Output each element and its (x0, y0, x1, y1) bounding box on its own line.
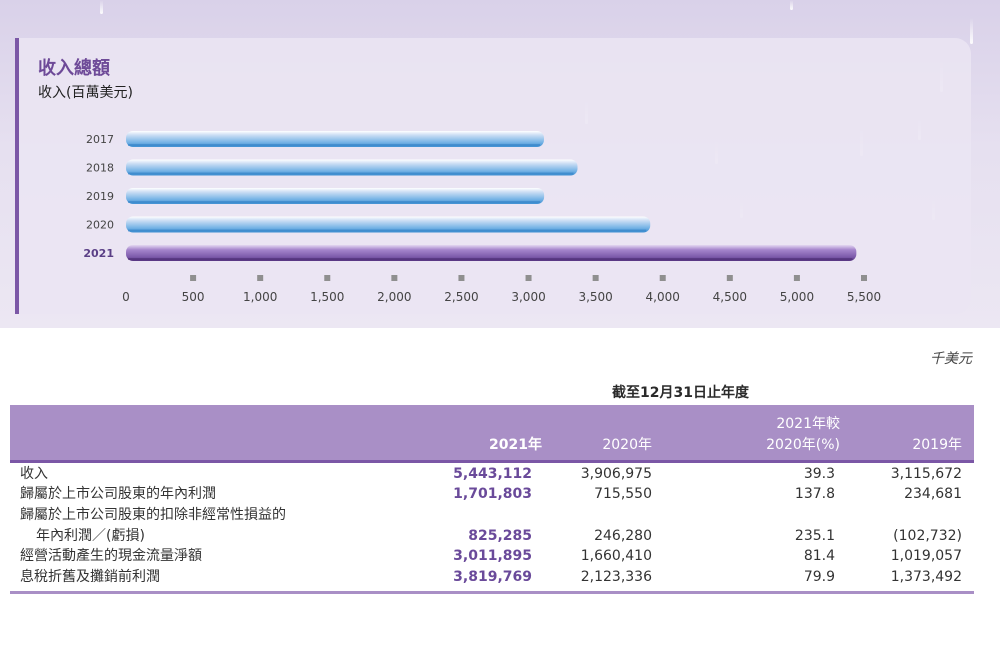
table-row-label-line1: 歸屬於上市公司股東的扣除非經常性損益的 (10, 505, 974, 525)
chart-title: 收入總額 (38, 58, 110, 79)
cell-2019: (102,732) (893, 528, 962, 544)
category-label-2021: 2021 (83, 247, 114, 260)
row-label: 收入 (20, 466, 48, 482)
period-header: 截至12月31日止年度 (612, 385, 749, 401)
bar-2019 (126, 188, 545, 204)
chart-panel: 收入總額 收入(百萬美元) 2017 2018 2019 2020 2021 0 500 1… (0, 0, 1000, 328)
tick-mark (525, 275, 532, 281)
tick-label: 1,500 (310, 290, 344, 304)
tick-label: 3,500 (578, 290, 612, 304)
cell-change: 39.3 (803, 466, 835, 482)
bar-shadow-2018 (128, 172, 574, 175)
cell-2019: 234,681 (904, 486, 962, 502)
cell-change: 235.1 (794, 528, 835, 544)
column-header-2020: 2020年 (602, 437, 652, 453)
cell-2020: 715,550 (594, 486, 652, 502)
cell-2019: 1,373,492 (890, 569, 962, 585)
bar-shadow-2019 (128, 201, 541, 203)
tick-mark (257, 275, 264, 281)
tick-label: 2,500 (444, 290, 478, 304)
tick-label: 0 (122, 290, 130, 304)
decorative-streak (970, 18, 973, 44)
revenue-bar-chart: 2017 2018 2019 2020 2021 0 500 1,000 1,500 2,000… (83, 131, 881, 304)
tick-label: 5,000 (780, 290, 814, 304)
tick-label: 5,500 (847, 290, 881, 304)
table-row: 息稅折舊及攤銷前利潤 3,819,769 2,123,336 79.9 1,37… (10, 567, 974, 587)
chart-card (15, 38, 971, 314)
row-label: 歸屬於上市公司股東的扣除非經常性損益的 (20, 507, 286, 523)
table-row: 收入 5,443,112 3,906,975 39.3 3,115,672 (10, 464, 974, 484)
cell-2020: 1,660,410 (580, 548, 652, 564)
cell-2020: 246,280 (594, 528, 652, 544)
cell-change: 79.9 (803, 569, 835, 585)
category-label-2019: 2019 (86, 190, 114, 203)
tick-mark (726, 275, 733, 281)
bar-2020 (126, 216, 651, 233)
row-label: 經營活動產生的現金流量淨額 (20, 548, 202, 564)
bar-shadow-2020 (128, 229, 647, 232)
unit-note: 千美元 (930, 351, 972, 367)
decorative-streak (790, 0, 793, 10)
category-label-2017: 2017 (86, 133, 114, 146)
tick-label: 4,000 (646, 290, 680, 304)
category-label-2020: 2020 (86, 219, 114, 232)
tick-mark (391, 275, 398, 281)
row-label: 歸屬於上市公司股東的年內利潤 (20, 486, 216, 502)
category-labels: 2017 2018 2019 2020 2021 (83, 133, 114, 260)
tick-label: 2,000 (377, 290, 411, 304)
cell-2019: 1,019,057 (890, 548, 962, 564)
tick-mark (458, 275, 465, 281)
bar-2021 (126, 245, 857, 261)
cell-change: 137.8 (794, 486, 835, 502)
cell-2019: 3,115,672 (890, 466, 962, 482)
tick-mark (659, 275, 666, 281)
cell-2020: 3,906,975 (580, 466, 652, 482)
bars-layer (126, 131, 857, 261)
table-row: 歸屬於上市公司股東的年內利潤 1,701,803 715,550 137.8 2… (10, 484, 974, 504)
cell-2020: 2,123,336 (580, 569, 652, 585)
chart-subtitle: 收入(百萬美元) (38, 85, 133, 101)
row-label-line2: 年內利潤／(虧損) (36, 528, 145, 544)
x-axis-ticks: 0 500 1,000 1,500 2,000 2,500 3,000 3,500 4,000 4… (122, 275, 881, 304)
bar-2017 (126, 131, 544, 147)
bar-shadow-2021 (128, 258, 853, 260)
bar-shadow-2017 (128, 144, 540, 146)
tick-label: 500 (182, 290, 205, 304)
column-header-change-line1: 2021年較 (776, 416, 840, 432)
bar-2018 (126, 159, 578, 176)
tick-mark (190, 275, 197, 281)
table-bottom-rule (10, 591, 974, 594)
tick-mark (592, 275, 599, 281)
cell-2021: 1,701,803 (453, 486, 532, 502)
table-header: 2021年 2020年 2021年較 2020年(%) 2019年 (10, 405, 974, 463)
cell-2021: 3,819,769 (453, 569, 532, 585)
cell-2021: 825,285 (468, 528, 532, 544)
tick-label: 4,500 (713, 290, 747, 304)
tick-mark (324, 275, 331, 281)
table-row: 經營活動產生的現金流量淨額 3,011,895 1,660,410 81.4 1… (10, 546, 974, 566)
decorative-streak (100, 0, 103, 14)
column-header-change-line2: 2020年(%) (766, 437, 840, 453)
tick-label: 1,000 (243, 290, 277, 304)
column-header-2019: 2019年 (912, 437, 962, 453)
row-label: 息稅折舊及攤銷前利潤 (20, 569, 160, 585)
tick-mark (861, 275, 867, 281)
cell-change: 81.4 (803, 548, 835, 564)
tick-label: 3,000 (511, 290, 545, 304)
column-header-2021: 2021年 (489, 437, 542, 453)
category-label-2018: 2018 (86, 162, 114, 175)
tick-mark (793, 275, 800, 281)
cell-2021: 3,011,895 (453, 548, 532, 564)
cell-2021: 5,443,112 (453, 466, 532, 482)
table-row: 年內利潤／(虧損) 825,285 246,280 235.1 (102,732… (10, 526, 974, 546)
